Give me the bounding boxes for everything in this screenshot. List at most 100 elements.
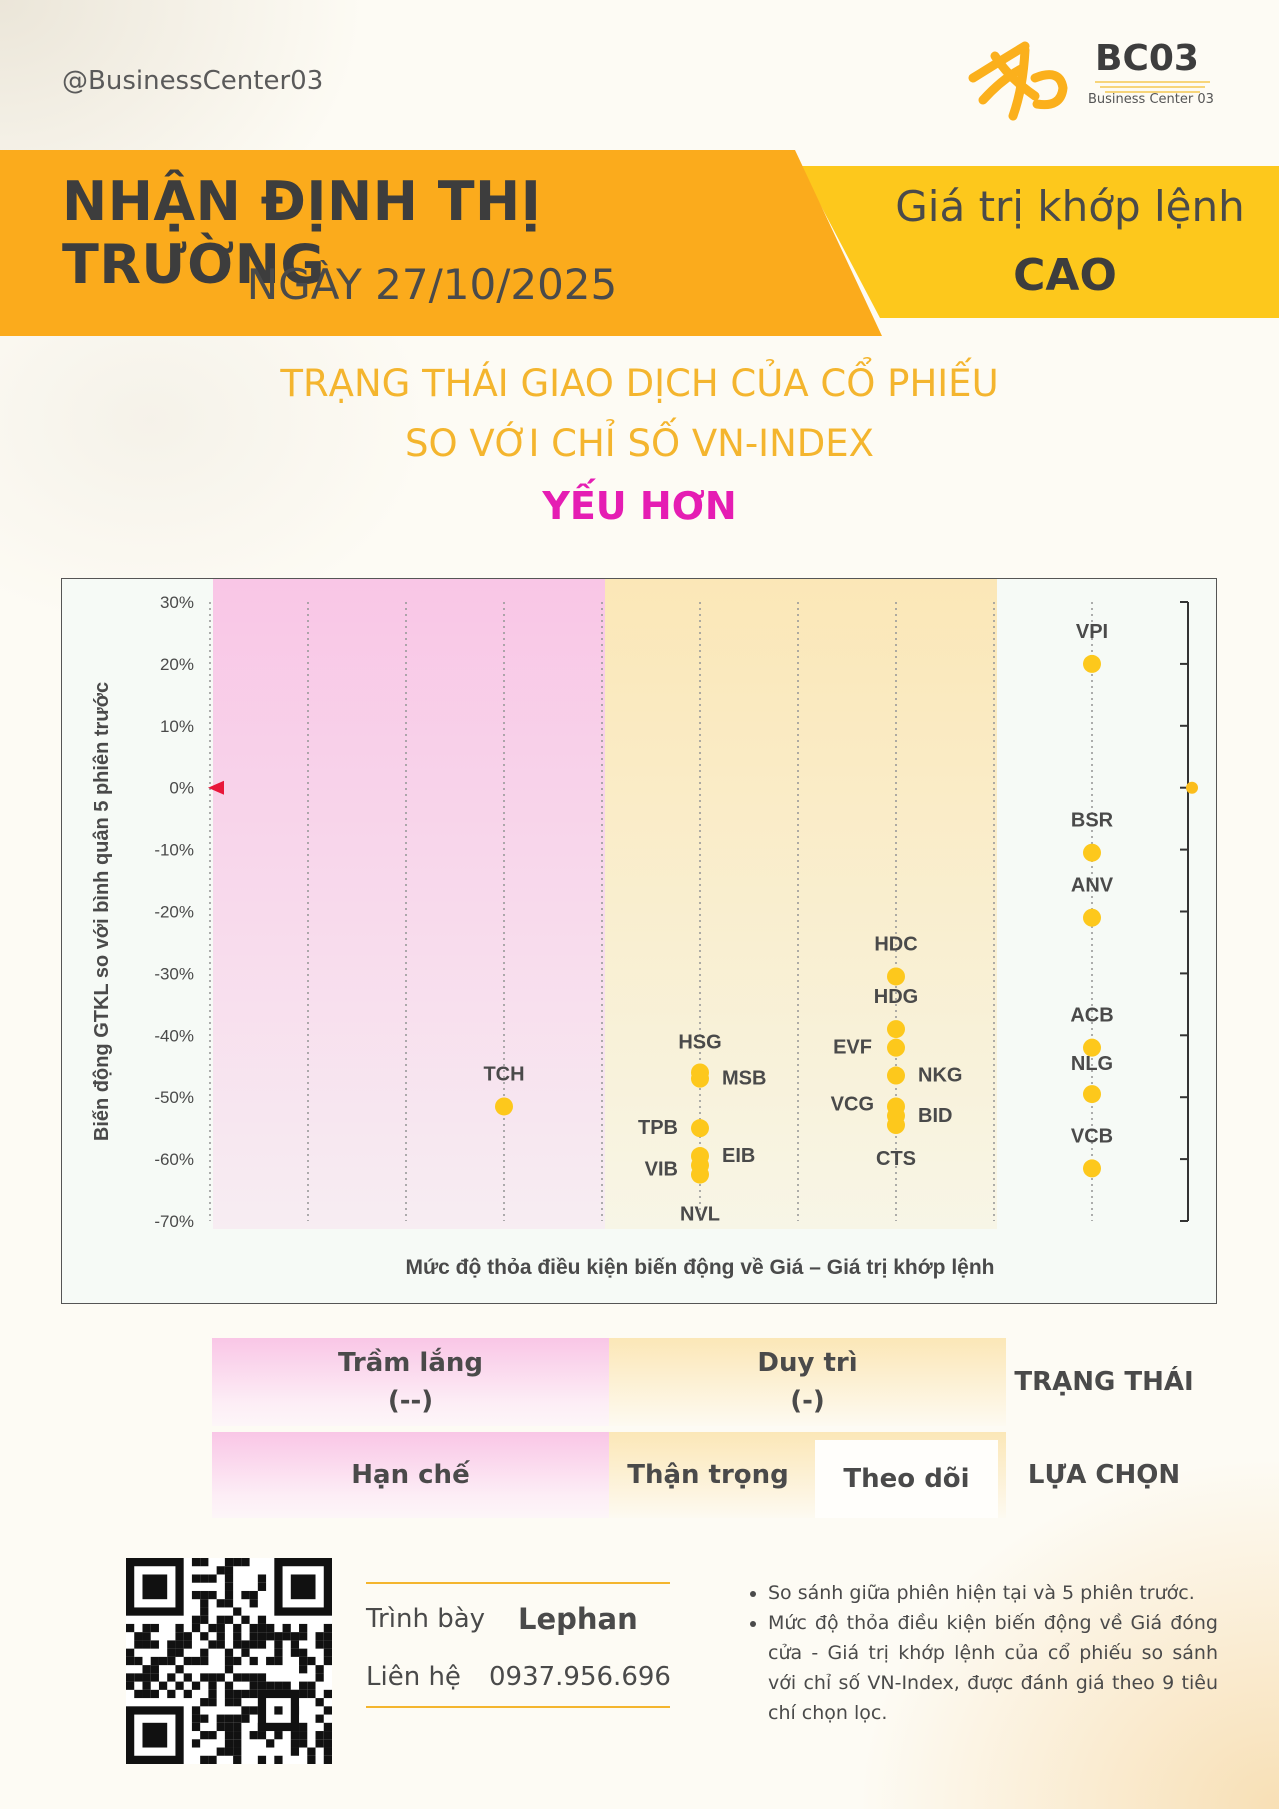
- qr-module: [323, 1722, 332, 1732]
- data-point: [495, 1097, 513, 1116]
- qr-module: [315, 1714, 324, 1723]
- qr-module: [323, 1656, 332, 1666]
- qr-module: [200, 1673, 209, 1682]
- social-handle: @BusinessCenter03: [62, 66, 324, 96]
- qr-code-icon[interactable]: [126, 1558, 332, 1764]
- point-label: BID: [918, 1105, 952, 1127]
- qr-module: [241, 1640, 250, 1649]
- qr-module: [282, 1681, 291, 1690]
- point-label: ACB: [1070, 1005, 1113, 1027]
- y-tick-label: 0%: [169, 779, 194, 798]
- qr-module: [191, 1623, 201, 1633]
- qr-module: [126, 1623, 135, 1633]
- qr-module: [216, 1623, 225, 1633]
- qr-module: [241, 1558, 250, 1567]
- qr-module: [241, 1706, 250, 1715]
- qr-module: [208, 1623, 217, 1633]
- point-label: VCG: [831, 1093, 874, 1115]
- qr-module: [224, 1665, 234, 1674]
- zone-maintain-title: Duy trì: [757, 1348, 858, 1378]
- qr-module: [200, 1731, 209, 1740]
- chart-canvas: 30% 20% 10% 0% -10% -20% -30% -40% -50% -60% -70% B…: [91, 579, 1198, 1279]
- status-headline: YẾU HƠN: [542, 484, 737, 528]
- qr-module: [299, 1689, 308, 1699]
- qr-module: [290, 1731, 300, 1740]
- qr-module: [241, 1590, 250, 1600]
- qr-module: [216, 1714, 225, 1723]
- qr-module: [200, 1574, 209, 1583]
- qr-module: [208, 1731, 217, 1740]
- qr-module: [249, 1623, 258, 1633]
- qr-module: [315, 1665, 324, 1674]
- qr-module: [274, 1656, 283, 1666]
- qr-module: [274, 1731, 283, 1740]
- qr-module: [323, 1755, 332, 1764]
- qr-module: [257, 1681, 267, 1690]
- qr-module: [150, 1623, 159, 1633]
- qr-module: [274, 1640, 283, 1649]
- choice-restrict: Hạn chế: [212, 1432, 609, 1518]
- qr-module: [167, 1648, 176, 1657]
- zone-maintain-cell: Duy trì (-): [609, 1338, 1006, 1426]
- zone-maintain: [605, 579, 997, 1229]
- qr-module: [224, 1558, 234, 1567]
- qr-module: [233, 1722, 242, 1732]
- data-point: [1083, 1085, 1101, 1104]
- point-label: TCH: [483, 1063, 524, 1085]
- qr-module: [216, 1640, 225, 1649]
- title-banner: [0, 150, 1279, 336]
- kb-logo-icon: [968, 41, 1210, 121]
- zone-quiet-title: Trầm lắng: [338, 1348, 483, 1378]
- qr-module: [323, 1689, 332, 1699]
- qr-module: [200, 1599, 209, 1608]
- y-tick-label: -50%: [154, 1088, 194, 1107]
- y-tick-label: 10%: [160, 717, 194, 736]
- qr-module: [191, 1558, 201, 1567]
- qr-module: [249, 1599, 258, 1608]
- qr-module: [191, 1615, 201, 1624]
- qr-module: [142, 1665, 151, 1674]
- qr-module: [274, 1648, 283, 1657]
- qr-module: [224, 1689, 234, 1699]
- qr-module: [158, 1681, 168, 1690]
- data-point: [691, 1165, 709, 1184]
- point-label: CTS: [876, 1148, 916, 1170]
- qr-module: [191, 1574, 201, 1583]
- qr-module: [274, 1632, 283, 1641]
- section-title-line2: SO VỚI CHỈ SỐ VN-INDEX: [405, 422, 874, 465]
- qr-module: [323, 1632, 332, 1641]
- contact-block: Trình bày Lephan Liên hệ 0937.956.696: [366, 1582, 671, 1708]
- qr-module: [323, 1739, 332, 1748]
- qr-module: [315, 1731, 324, 1740]
- qr-module: [142, 1623, 151, 1633]
- note-item: Mức độ thỏa điều kiện biến động về Giá đ…: [768, 1608, 1218, 1728]
- choice-caution: Thận trọng: [609, 1432, 807, 1518]
- qr-module: [126, 1648, 135, 1657]
- phone-number[interactable]: 0937.956.696: [489, 1662, 671, 1692]
- data-point: [1083, 654, 1101, 673]
- qr-module: [142, 1722, 168, 1748]
- metric-label: Giá trị khớp lệnh: [895, 182, 1245, 231]
- qr-module: [191, 1714, 201, 1723]
- qr-module: [241, 1714, 250, 1723]
- qr-module: [150, 1673, 159, 1682]
- qr-module: [249, 1706, 258, 1715]
- qr-module: [134, 1632, 143, 1641]
- section-title-line1: TRẠNG THÁI GIAO DỊCH CỦA CỔ PHIẾU: [280, 362, 999, 405]
- page-title: NHẬN ĐỊNH THỊ TRƯỜNG: [62, 170, 542, 296]
- qr-module: [208, 1681, 217, 1690]
- qr-module: [282, 1623, 291, 1633]
- qr-module: [233, 1755, 242, 1764]
- qr-module: [191, 1590, 201, 1600]
- qr-module: [216, 1722, 225, 1732]
- qr-module: [216, 1632, 225, 1641]
- qr-module: [208, 1574, 217, 1583]
- point-label: NKG: [918, 1065, 962, 1087]
- qr-module: [257, 1574, 267, 1583]
- qr-module: [150, 1640, 159, 1649]
- qr-module: [200, 1648, 209, 1657]
- scatter-chart: 30% 20% 10% 0% -10% -20% -30% -40% -50% -60% -70% B…: [61, 578, 1217, 1304]
- qr-module: [158, 1656, 168, 1666]
- qr-module: [299, 1632, 308, 1641]
- point-label: MSB: [722, 1068, 766, 1090]
